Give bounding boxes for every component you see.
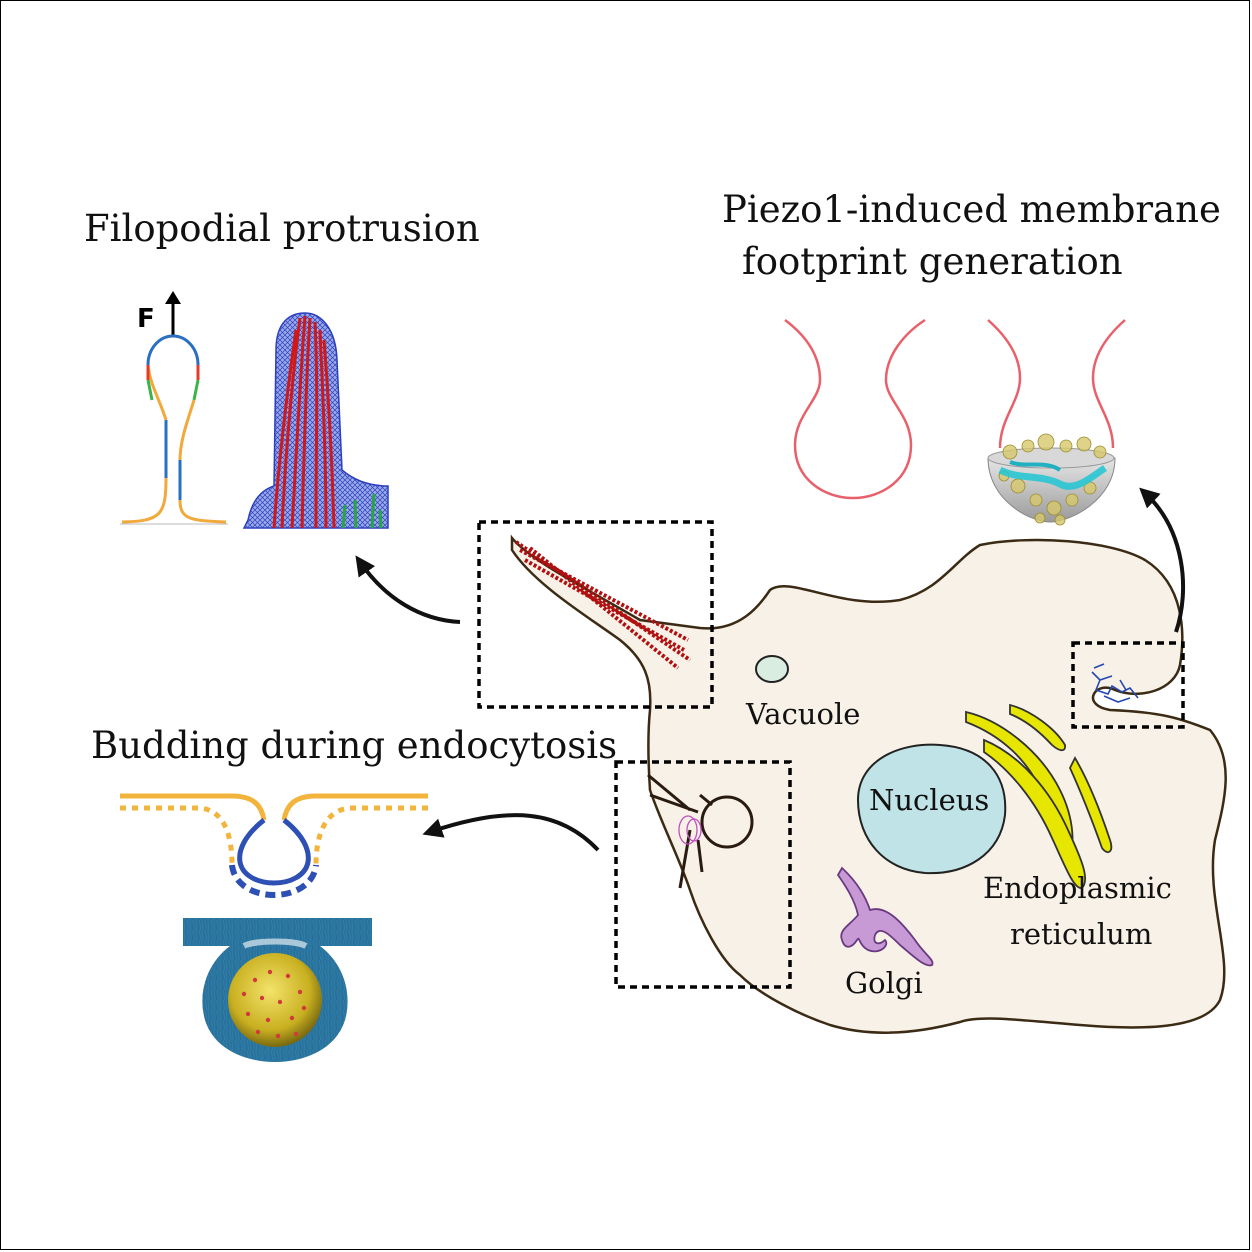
vacuole xyxy=(755,655,789,683)
filopodial-title: Filopodial protrusion xyxy=(84,207,480,250)
bud-coat xyxy=(678,815,702,845)
piezo-zoom-box xyxy=(1071,641,1185,729)
budding-zoom-box xyxy=(614,760,792,989)
nucleus xyxy=(856,743,1007,875)
nucleus-label: Nucleus xyxy=(869,783,989,817)
actin-filaments xyxy=(272,315,336,529)
bud-profile-model xyxy=(120,793,428,898)
cell: Vacuole Nucleus Endoplasmic reticulum Go… xyxy=(510,534,1227,1034)
filopodium-actin xyxy=(514,540,692,670)
er-label-line1: Endoplasmic xyxy=(983,871,1172,905)
golgi-label: Golgi xyxy=(845,966,923,1000)
filopod-mesh-model xyxy=(242,312,389,529)
vacuole-label: Vacuole xyxy=(745,697,860,731)
piezo-title-line2: footprint generation xyxy=(742,240,1123,283)
arrow-to-budding xyxy=(422,813,600,852)
force-arrowhead-icon xyxy=(165,291,181,304)
bud-site xyxy=(647,773,754,889)
force-label: F xyxy=(137,304,155,334)
piezo-membrane-profiles xyxy=(784,318,1126,500)
arrow-to-filopodial xyxy=(355,555,461,624)
filopodium-zoom-box xyxy=(477,520,714,709)
bud-simulation-model xyxy=(183,918,372,1062)
endoplasmic-reticulum xyxy=(965,703,1113,889)
piezo-title-line1: Piezo1-induced membrane xyxy=(722,188,1221,231)
piezo-protein-structure xyxy=(987,433,1116,526)
golgi xyxy=(836,866,934,967)
er-label-line2: reticulum xyxy=(1010,917,1152,951)
budding-title: Budding during endocytosis xyxy=(91,724,617,767)
arrow-to-piezo xyxy=(1139,487,1186,633)
filopod-shape-model: F xyxy=(120,291,228,525)
piezo-site-protein xyxy=(1091,663,1139,703)
